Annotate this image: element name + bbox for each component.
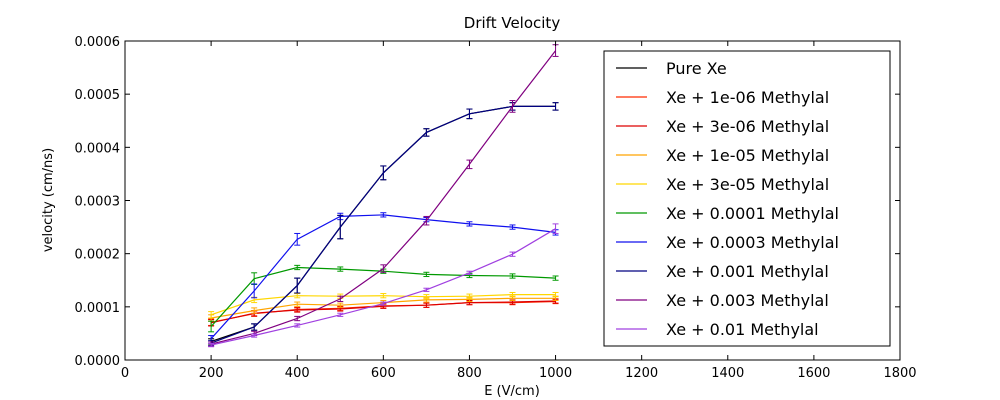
x-tick-label: 400 [285,366,310,381]
y-tick-label: 0.0005 [75,88,121,103]
x-tick-label: 1400 [711,366,744,381]
y-tick-label: 0.0002 [75,248,121,263]
x-axis-label: E (V/cm) [484,384,540,399]
x-tick-label: 1000 [539,366,572,381]
legend-label-6: Xe + 0.0003 Methylal [666,233,839,252]
y-tick-label: 0.0004 [75,141,121,156]
y-tick-label: 0.0003 [75,195,121,210]
legend-label-7: Xe + 0.001 Methylal [666,262,829,281]
x-tick-label: 600 [371,366,396,381]
y-tick-label: 0.0006 [75,35,121,50]
chart-title: Drift Velocity [464,14,561,32]
legend-label-4: Xe + 3e-05 Methylal [666,175,829,194]
legend-label-9: Xe + 0.01 Methylal [666,320,819,339]
legend-label-2: Xe + 3e-06 Methylal [666,117,829,136]
y-tick-label: 0.0000 [75,354,121,369]
x-tick-label: 1200 [625,366,658,381]
legend-label-1: Xe + 1e-06 Methylal [666,88,829,107]
legend-box [603,50,891,347]
y-tick-label: 0.0001 [75,301,121,316]
x-tick-label: 800 [457,366,482,381]
x-tick-label: 200 [199,366,224,381]
plot-area: 0 200 400 600 800 1000 1200 1400 1600 1800 0.0000 0… [75,35,917,381]
legend-label-8: Xe + 0.003 Methylal [666,291,829,310]
x-tick-label: 1600 [797,366,830,381]
x-tick-label: 0 [121,366,129,381]
legend: Pure Xe Xe + 1e-06 Methylal Xe + 3e-06 Met… [603,50,891,347]
legend-label-3: Xe + 1e-05 Methylal [666,146,829,165]
y-axis-label: velocity (cm/ns) [41,148,56,252]
series-line-9 [210,228,556,346]
legend-label-5: Xe + 0.0001 Methylal [666,204,839,223]
x-tick-label: 1800 [883,366,916,381]
legend-label-0: Pure Xe [666,59,727,78]
